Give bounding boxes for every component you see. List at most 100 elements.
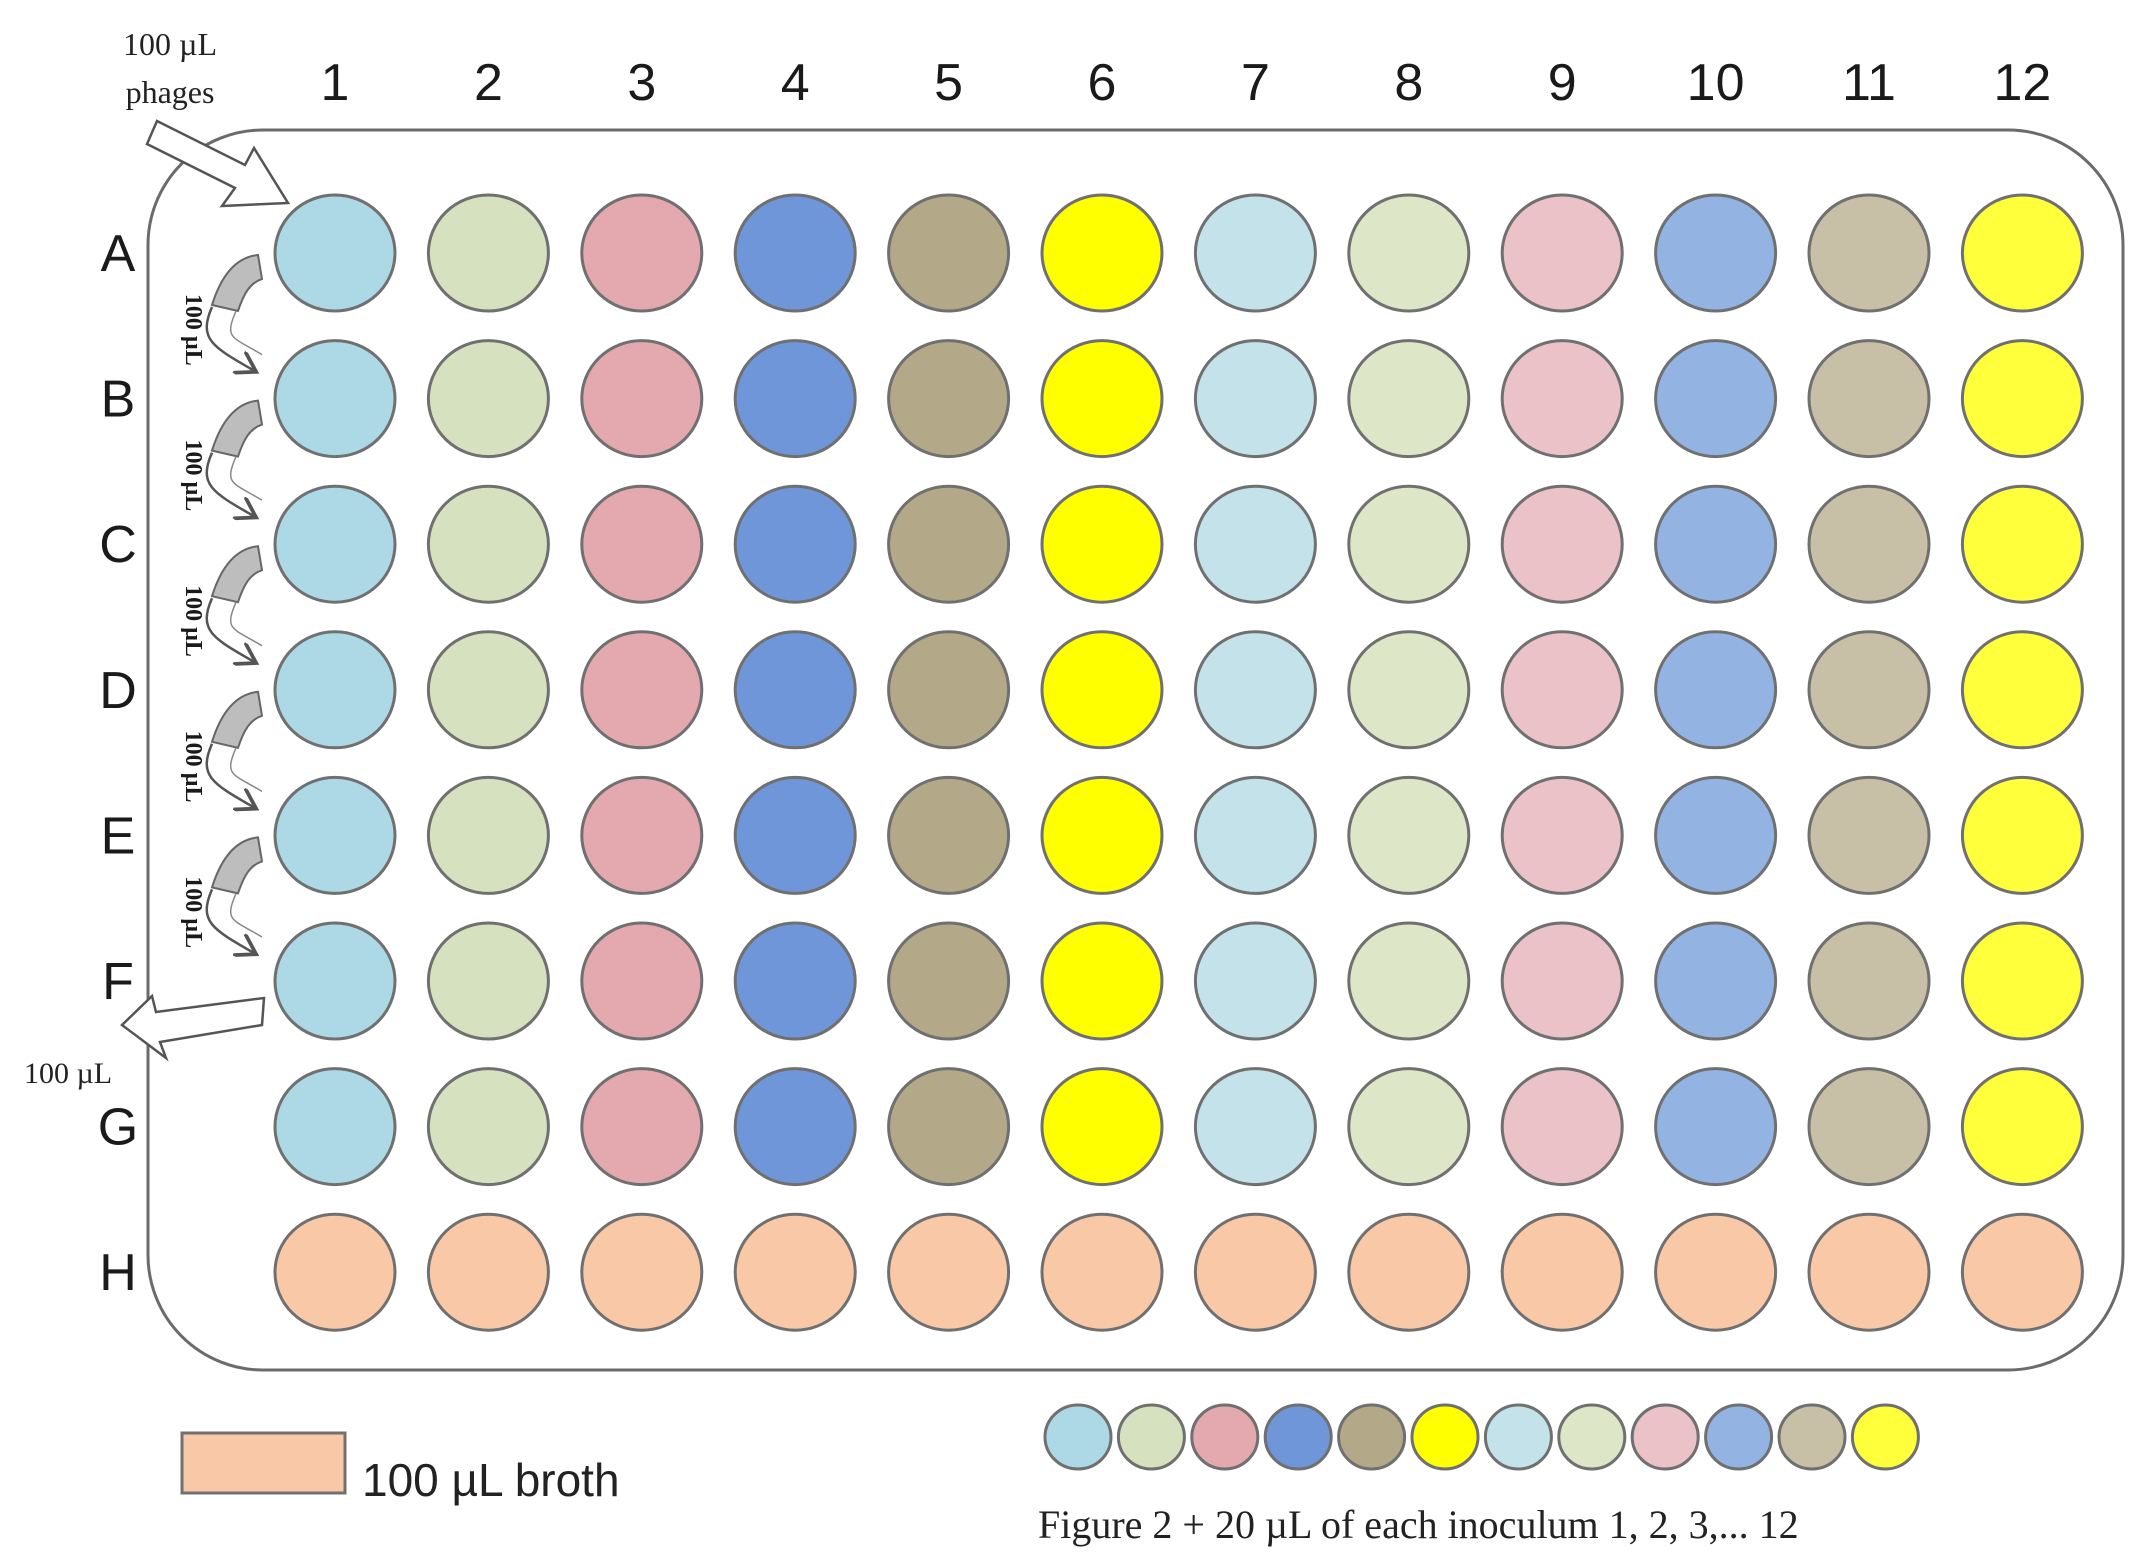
legend-well [1850, 1403, 1920, 1471]
well-G6 [1040, 1067, 1164, 1187]
well-D5 [887, 630, 1011, 750]
column-label: 12 [1993, 54, 2051, 112]
well-H5 [887, 1212, 1011, 1332]
well-D1 [273, 630, 397, 750]
column-label: 8 [1394, 54, 1423, 112]
transfer-arrow: 100 µL [180, 836, 264, 953]
well-H11 [1807, 1212, 1931, 1332]
phages-volume-label: 100 µL [123, 26, 217, 62]
row-labels: A B C D E F G H [98, 225, 138, 1302]
well-C6 [1040, 484, 1164, 604]
well-H10 [1654, 1212, 1778, 1332]
well-D6 [1040, 630, 1164, 750]
well-F2 [426, 921, 550, 1041]
well-F1 [273, 921, 397, 1041]
well-F7 [1193, 921, 1317, 1041]
legend-well [1483, 1403, 1553, 1471]
well-A9 [1500, 193, 1624, 313]
row-label: G [98, 1099, 138, 1157]
phage-input-arrow [145, 119, 291, 208]
well-H6 [1040, 1212, 1164, 1332]
well-G8 [1347, 1067, 1471, 1187]
well-F12 [1960, 921, 2084, 1041]
legend-well [1263, 1403, 1333, 1471]
well-E5 [887, 775, 1011, 895]
well-E9 [1500, 775, 1624, 895]
well-F8 [1347, 921, 1471, 1041]
well-C12 [1960, 484, 2084, 604]
transfer-volume-label: 100 µL [180, 585, 206, 657]
well-D10 [1654, 630, 1778, 750]
legend-well [1704, 1403, 1774, 1471]
column-label: 11 [1842, 54, 1896, 112]
well-B2 [426, 339, 550, 459]
well-H12 [1960, 1212, 2084, 1332]
well-H1 [273, 1212, 397, 1332]
well-E7 [1193, 775, 1317, 895]
well-G7 [1193, 1067, 1317, 1187]
well-C10 [1654, 484, 1778, 604]
transfer-volume-label: 100 µL [180, 731, 206, 803]
column-label: 1 [321, 54, 350, 112]
column-label: 3 [627, 54, 656, 112]
column-label: 10 [1687, 54, 1745, 112]
row-label: A [101, 225, 136, 283]
inoculum-caption: Figure 2 + 20 µL of each inoculum 1, 2, … [1038, 1502, 1799, 1547]
well-F4 [733, 921, 857, 1041]
column-label: 4 [781, 54, 810, 112]
row-label: D [99, 662, 137, 720]
well-H9 [1500, 1212, 1624, 1332]
well-B10 [1654, 339, 1778, 459]
legend-well [1777, 1403, 1847, 1471]
well-E4 [733, 775, 857, 895]
well-E3 [580, 775, 704, 895]
well-E6 [1040, 775, 1164, 895]
well-A3 [580, 193, 704, 313]
row-label: E [101, 807, 136, 865]
legend-well [1630, 1403, 1700, 1471]
transfer-arrow: 100 µL [180, 545, 264, 662]
well-B12 [1960, 339, 2084, 459]
well-B9 [1500, 339, 1624, 459]
transfer-volume-label: 100 µL [180, 294, 206, 366]
legend-well [1190, 1403, 1260, 1471]
column-label: 7 [1241, 54, 1270, 112]
well-D11 [1807, 630, 1931, 750]
well-D4 [733, 630, 857, 750]
well-G9 [1500, 1067, 1624, 1187]
row-label: B [101, 371, 136, 429]
well-B8 [1347, 339, 1471, 459]
well-D8 [1347, 630, 1471, 750]
well-F9 [1500, 921, 1624, 1041]
well-F10 [1654, 921, 1778, 1041]
broth-legend-swatch [180, 1431, 347, 1495]
well-G2 [426, 1067, 550, 1187]
well-H7 [1193, 1212, 1317, 1332]
well-C9 [1500, 484, 1624, 604]
well-A7 [1193, 193, 1317, 313]
well-G12 [1960, 1067, 2084, 1187]
legend-well [1116, 1403, 1186, 1471]
transfer-arrow: 100 µL [180, 253, 264, 371]
well-B7 [1193, 339, 1317, 459]
well-D9 [1500, 630, 1624, 750]
well-F5 [887, 921, 1011, 1041]
well-B1 [273, 339, 397, 459]
well-C3 [580, 484, 704, 604]
legend-well [1410, 1403, 1480, 1471]
well-A2 [426, 193, 550, 313]
well-E8 [1347, 775, 1471, 895]
transfer-arrow: 100 µL [180, 690, 264, 808]
phages-label: phages [126, 74, 215, 110]
serial-transfer-arrows: 100 µL 100 µL 100 µL 100 µL 100 µL [180, 253, 264, 953]
well-D12 [1960, 630, 2084, 750]
row-label: C [99, 516, 137, 574]
well-C2 [426, 484, 550, 604]
well-G10 [1654, 1067, 1778, 1187]
well-E12 [1960, 775, 2084, 895]
well-H4 [733, 1212, 857, 1332]
well-G1 [273, 1067, 397, 1187]
discard-arrow [120, 993, 266, 1062]
well-D3 [580, 630, 704, 750]
